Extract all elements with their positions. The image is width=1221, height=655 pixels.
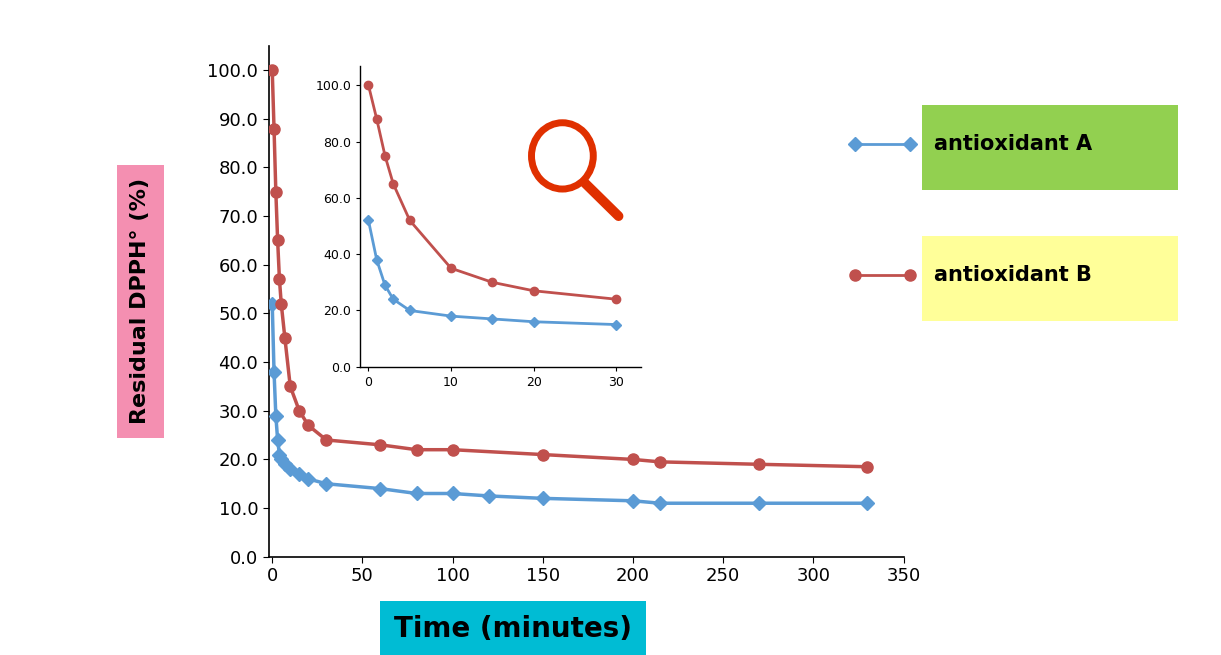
Text: antioxidant A: antioxidant A — [934, 134, 1093, 154]
Circle shape — [531, 122, 593, 189]
Text: Time (minutes): Time (minutes) — [394, 615, 631, 643]
Text: Residual DPPH° (%): Residual DPPH° (%) — [131, 178, 150, 424]
Text: antioxidant B: antioxidant B — [934, 265, 1092, 285]
